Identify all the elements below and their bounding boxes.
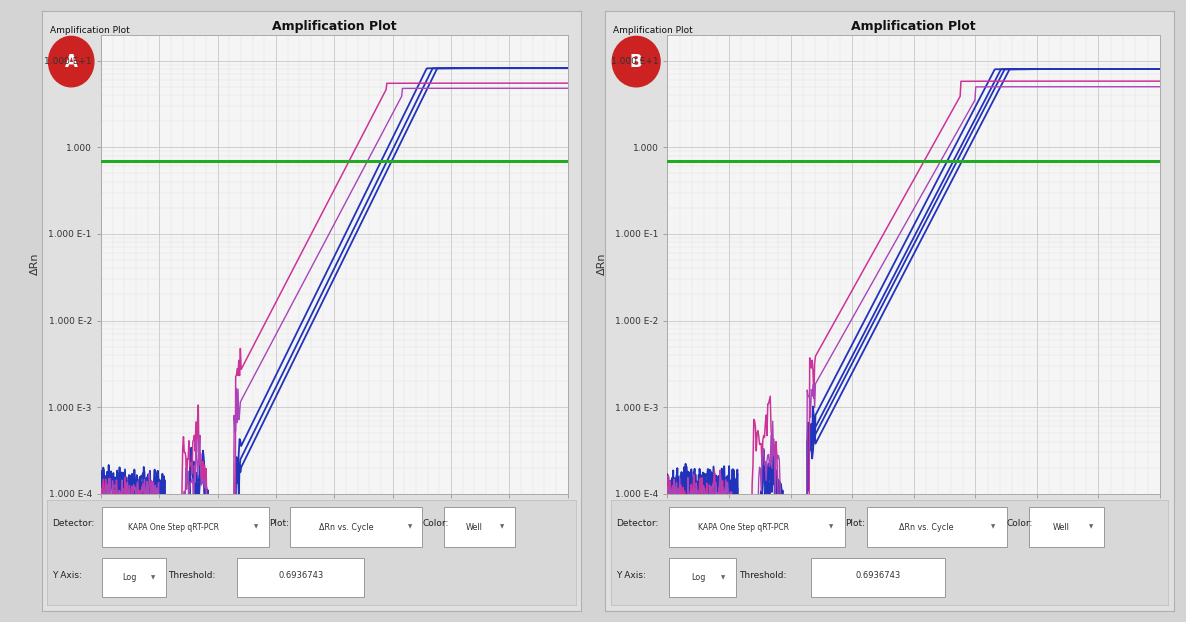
- Text: ▼: ▼: [254, 524, 259, 529]
- Text: Amplification Plot: Amplification Plot: [613, 26, 693, 35]
- Text: Threshold:: Threshold:: [739, 571, 786, 580]
- Y-axis label: ΔRn: ΔRn: [597, 253, 607, 276]
- Text: Threshold:: Threshold:: [168, 571, 216, 580]
- Text: ▼: ▼: [500, 524, 504, 529]
- Text: ▼: ▼: [408, 524, 412, 529]
- FancyBboxPatch shape: [102, 507, 269, 547]
- Text: ▼: ▼: [151, 575, 155, 580]
- Text: Y Axis:: Y Axis:: [52, 571, 82, 580]
- X-axis label: Cycle: Cycle: [899, 514, 929, 524]
- Text: Plot:: Plot:: [844, 519, 865, 529]
- Circle shape: [49, 36, 94, 87]
- Y-axis label: ΔRn: ΔRn: [30, 253, 40, 276]
- Text: Log: Log: [691, 573, 706, 582]
- Text: KAPA One Step qRT-PCR: KAPA One Step qRT-PCR: [128, 522, 218, 532]
- Text: KAPA One Step qRT-PCR: KAPA One Step qRT-PCR: [699, 522, 790, 532]
- Text: Detector:: Detector:: [617, 519, 658, 529]
- Text: ▼: ▼: [829, 524, 834, 529]
- Text: Color:: Color:: [1007, 519, 1033, 529]
- FancyBboxPatch shape: [669, 507, 844, 547]
- Title: Amplification Plot: Amplification Plot: [852, 21, 976, 34]
- X-axis label: Cycle: Cycle: [319, 514, 350, 524]
- Text: ▼: ▼: [1089, 524, 1093, 529]
- Text: 0.6936743: 0.6936743: [856, 571, 901, 580]
- FancyBboxPatch shape: [867, 507, 1007, 547]
- Text: Log: Log: [122, 573, 138, 582]
- Circle shape: [612, 36, 661, 87]
- Text: Y Axis:: Y Axis:: [617, 571, 646, 580]
- Text: ΔRn vs. Cycle: ΔRn vs. Cycle: [319, 522, 374, 532]
- FancyBboxPatch shape: [237, 557, 364, 598]
- Text: ▼: ▼: [721, 575, 725, 580]
- Text: Well: Well: [466, 522, 483, 532]
- Text: Amplification Plot: Amplification Plot: [50, 26, 129, 35]
- Text: 0.6936743: 0.6936743: [279, 571, 324, 580]
- Title: Amplification Plot: Amplification Plot: [272, 21, 396, 34]
- FancyBboxPatch shape: [811, 557, 945, 598]
- Text: ▼: ▼: [991, 524, 995, 529]
- FancyBboxPatch shape: [1029, 507, 1104, 547]
- Text: Detector:: Detector:: [52, 519, 95, 529]
- Text: Plot:: Plot:: [269, 519, 289, 529]
- Text: Color:: Color:: [422, 519, 448, 529]
- FancyBboxPatch shape: [102, 557, 166, 598]
- Text: B: B: [630, 53, 643, 70]
- FancyBboxPatch shape: [444, 507, 515, 547]
- Text: ΔRn vs. Cycle: ΔRn vs. Cycle: [899, 522, 954, 532]
- FancyBboxPatch shape: [669, 557, 737, 598]
- Text: A: A: [65, 53, 77, 70]
- Text: Well: Well: [1053, 522, 1070, 532]
- FancyBboxPatch shape: [291, 507, 422, 547]
